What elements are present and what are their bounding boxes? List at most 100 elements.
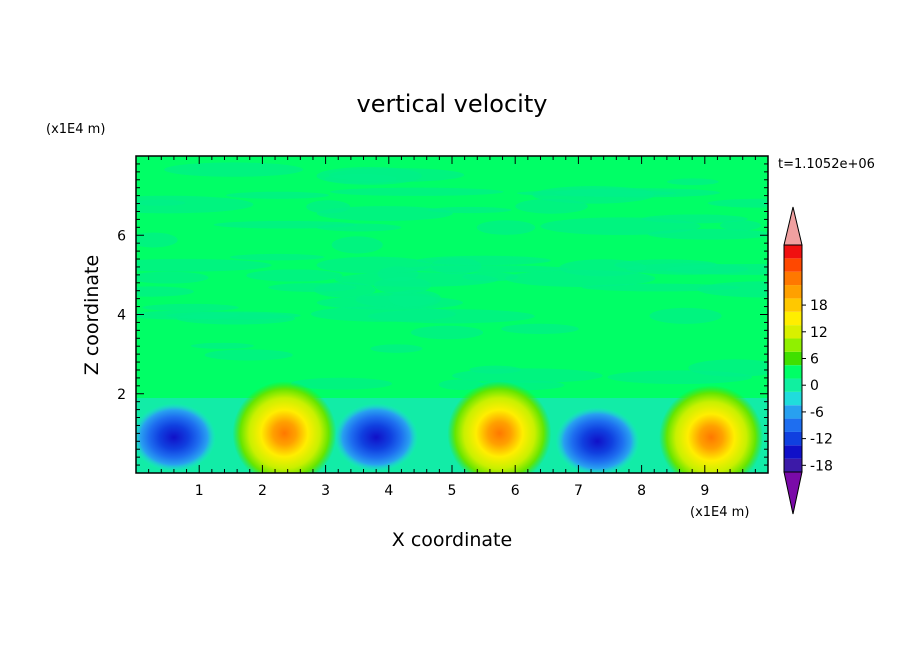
- downdraft-core: [334, 403, 419, 472]
- streak: [190, 342, 254, 349]
- streak: [427, 206, 512, 214]
- streak: [136, 271, 209, 284]
- streak: [452, 368, 603, 383]
- streak: [719, 220, 761, 231]
- y-scale-label: (x1E4 m): [46, 122, 105, 137]
- streak: [501, 323, 579, 335]
- colorbar-band: [784, 431, 802, 446]
- streak: [316, 166, 422, 185]
- colorbar-tick-label: 6: [810, 352, 819, 368]
- colorbar-band: [784, 325, 802, 339]
- x-axis-ticks: 1 2 3 4 5 6 7 8 9: [135, 156, 769, 499]
- downdraft-core: [136, 403, 216, 472]
- updraft-core: [447, 381, 552, 473]
- colorbar-band: [784, 285, 802, 299]
- streak: [410, 325, 484, 340]
- time-label: t=1.1052e+06: [778, 157, 875, 172]
- colorbar-tick-label: -12: [810, 432, 833, 448]
- colorbar-band: [784, 245, 802, 259]
- streak: [136, 258, 272, 272]
- colorbar-band: [784, 445, 802, 459]
- streak: [316, 256, 433, 274]
- colorbar-band: [784, 365, 802, 379]
- y-tick-label: 2: [117, 387, 126, 403]
- y-tick-label: 4: [117, 308, 126, 324]
- streak: [268, 283, 357, 292]
- colorbar-tick-label: -6: [810, 405, 824, 421]
- streak: [505, 269, 656, 287]
- colorbar-band: [784, 391, 802, 406]
- x-scale-label: (x1E4 m): [690, 505, 749, 520]
- streak: [540, 217, 701, 235]
- colorbar-band: [784, 418, 802, 432]
- streak: [136, 199, 186, 206]
- streak: [290, 377, 393, 390]
- streak: [229, 253, 325, 261]
- colorbar-tick-label: 0: [810, 378, 819, 394]
- x-tick-label: 2: [258, 483, 267, 499]
- chart-title: vertical velocity: [357, 90, 548, 118]
- y-axis-label: Z coordinate: [81, 255, 103, 375]
- colorbar-band: [784, 298, 802, 312]
- streak: [136, 286, 194, 297]
- colorbar-band: [784, 405, 802, 419]
- streak: [334, 272, 499, 287]
- streak: [688, 359, 768, 377]
- streak: [416, 255, 551, 266]
- streak: [707, 198, 768, 208]
- streak: [649, 307, 722, 324]
- streak: [204, 349, 293, 361]
- colorbar-band: [784, 378, 802, 392]
- x-axis-label: X coordinate: [392, 529, 512, 551]
- x-tick-label: 6: [511, 483, 520, 499]
- x-tick-label: 4: [384, 483, 393, 499]
- streak: [476, 220, 536, 235]
- streak: [310, 306, 456, 322]
- streak: [438, 379, 484, 391]
- x-tick-label: 9: [700, 483, 709, 499]
- colorbar-band: [784, 338, 802, 352]
- convective-cells: [136, 381, 764, 473]
- colorbar-band: [784, 458, 802, 472]
- colorbar-max-arrow: [783, 206, 803, 246]
- colorbar: 18 12 6 0 -6 -12 -18: [783, 206, 833, 515]
- streak: [402, 265, 569, 273]
- streak: [329, 187, 504, 196]
- streak: [166, 311, 301, 320]
- x-tick-label: 7: [574, 483, 583, 499]
- streak: [316, 206, 453, 221]
- colorbar-band: [784, 311, 802, 326]
- x-tick-label: 5: [448, 483, 457, 499]
- colorbar-min-arrow: [783, 471, 803, 515]
- streak: [331, 236, 383, 254]
- y-axis-ticks: 2 4 6: [117, 163, 768, 474]
- streak: [306, 200, 351, 214]
- streak: [142, 303, 239, 312]
- streak: [370, 344, 423, 353]
- updraft-core: [232, 381, 337, 473]
- colorbar-band: [784, 271, 802, 286]
- colorbar-tick-label: 18: [810, 298, 828, 314]
- x-tick-label: 8: [637, 483, 646, 499]
- streak: [316, 223, 402, 232]
- colorbar-band: [784, 258, 802, 272]
- streak: [665, 263, 768, 275]
- streak: [667, 178, 719, 186]
- x-tick-label: 1: [195, 483, 204, 499]
- downdraft-core: [555, 407, 640, 473]
- y-tick-label: 6: [117, 228, 126, 244]
- streak: [647, 228, 768, 240]
- x-tick-label: 3: [321, 483, 330, 499]
- streak: [164, 162, 304, 177]
- plot-area: [136, 156, 768, 473]
- streak: [246, 269, 343, 282]
- streak: [532, 186, 655, 204]
- streak: [388, 289, 442, 308]
- streak: [225, 191, 330, 199]
- streak: [697, 281, 768, 298]
- streak: [136, 232, 178, 248]
- updraft-core: [659, 385, 764, 473]
- colorbar-tick-label: -18: [810, 458, 833, 474]
- colorbar-band: [784, 351, 802, 366]
